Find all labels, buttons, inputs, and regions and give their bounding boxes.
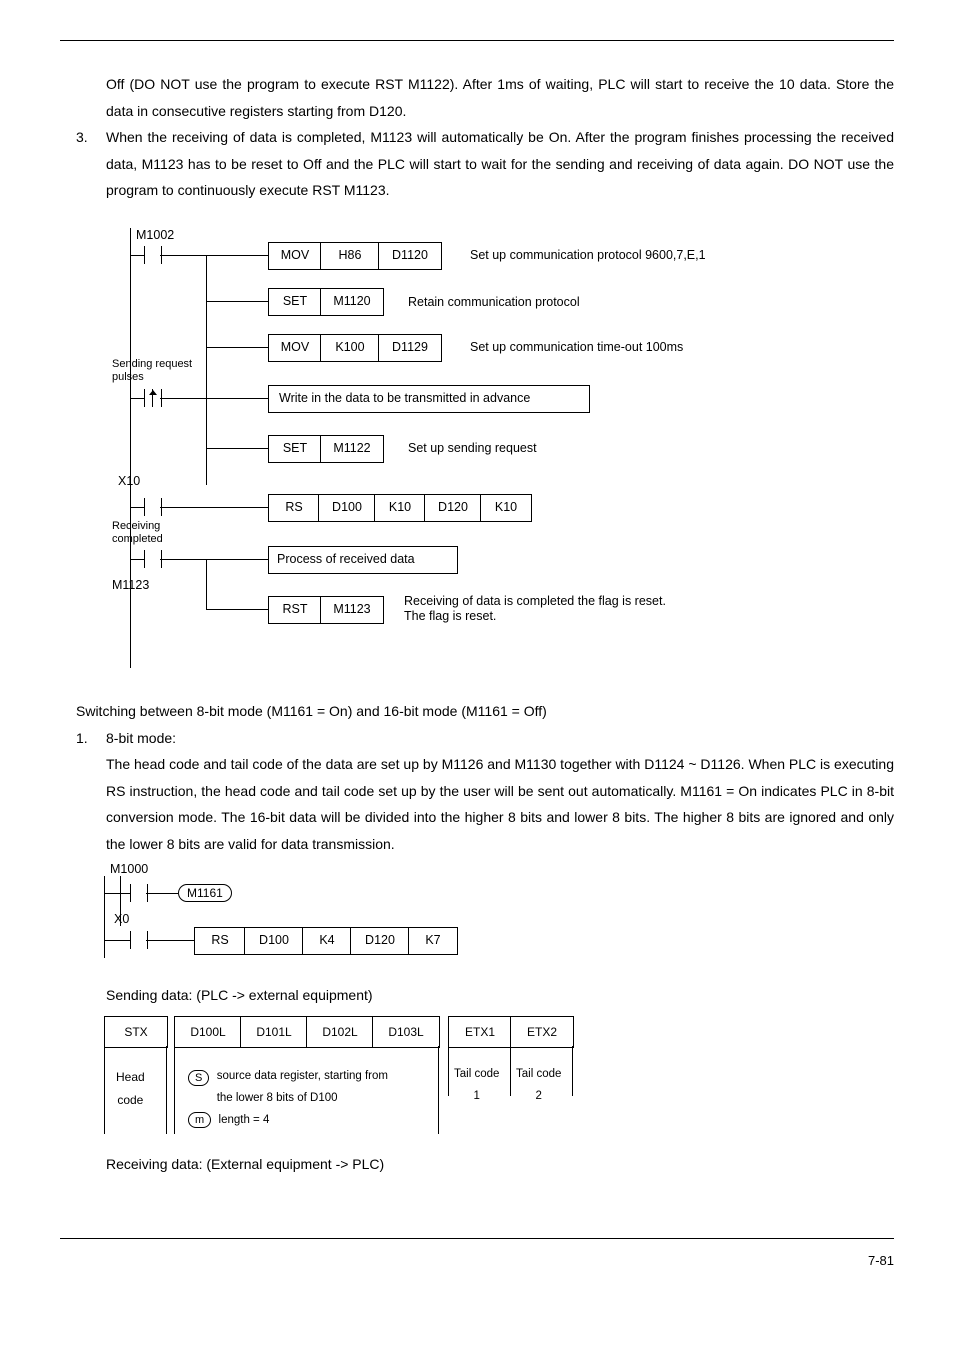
- box-d120: D120: [424, 494, 482, 522]
- coil-m1161: M1161: [178, 884, 232, 902]
- box-m1122: M1122: [320, 435, 384, 463]
- box-mov: MOV: [268, 242, 322, 270]
- switching-heading: Switching between 8-bit mode (M1161 = On…: [76, 698, 894, 725]
- box-set1: SET: [268, 288, 322, 316]
- box-process: Process of received data: [268, 546, 458, 574]
- box-set2: SET: [268, 435, 322, 463]
- label-8bit: 8-bit mode:: [106, 725, 894, 752]
- box2-k4: K4: [302, 927, 352, 955]
- page-number: 7-81: [60, 1249, 894, 1274]
- box-mov2: MOV: [268, 334, 322, 362]
- lbl-c3: Set up communication time-out 100ms: [470, 340, 683, 355]
- lbl-x10: X10: [118, 474, 140, 489]
- cell-d101l: D101L: [240, 1016, 308, 1048]
- item-1: 1. 8-bit mode:: [60, 725, 894, 752]
- capsule-m: m: [188, 1112, 211, 1128]
- box-m1120: M1120: [320, 288, 384, 316]
- lbl-tail1: Tail code 1: [454, 1064, 499, 1108]
- box-rs: RS: [268, 494, 320, 522]
- lbl-m1000: M1000: [110, 862, 148, 877]
- lbl-length: m length = 4: [188, 1108, 269, 1132]
- para-off: Off (DO NOT use the program to execute R…: [106, 71, 894, 124]
- num-1: 1.: [76, 725, 106, 752]
- item-3: 3. When the receiving of data is complet…: [60, 124, 894, 204]
- cell-d102l: D102L: [306, 1016, 374, 1048]
- lbl-sp: Sending request pulses: [112, 358, 192, 384]
- lbl-c2: Retain communication protocol: [408, 295, 580, 310]
- lbl-headcode: Head code: [116, 1066, 145, 1112]
- box-k10a: K10: [374, 494, 426, 522]
- lbl-m1123: M1123: [112, 578, 149, 593]
- sending-title: Sending data: (PLC -> external equipment…: [106, 982, 894, 1009]
- box-d1120: D1120: [378, 242, 442, 270]
- lbl-tail2: Tail code 2: [516, 1064, 561, 1108]
- box-write: Write in the data to be transmitted in a…: [268, 385, 590, 413]
- num-3: 3.: [76, 124, 106, 204]
- receiving-title: Receiving data: (External equipment -> P…: [106, 1151, 894, 1178]
- cell-stx: STX: [104, 1016, 168, 1048]
- cell-etx1: ETX1: [448, 1016, 512, 1048]
- box2-d120: D120: [350, 927, 410, 955]
- lbl-srcdata: S source data register, starting from th…: [188, 1066, 388, 1110]
- cell-d100l: D100L: [174, 1016, 242, 1048]
- box-m1123b: M1123: [320, 596, 384, 624]
- para-3: When the receiving of data is completed,…: [106, 124, 894, 204]
- top-rule: [60, 40, 894, 41]
- lbl-c4: Set up sending request: [408, 441, 537, 456]
- lbl-c1: Set up communication protocol 9600,7,E,1: [470, 248, 706, 263]
- lbl-x0: X0: [114, 912, 129, 927]
- box-k100: K100: [320, 334, 380, 362]
- lbl-m1002: M1002: [136, 228, 174, 243]
- sending-diagram: STX D100L D101L D102L D103L ETX1 ETX2 He…: [104, 1016, 644, 1141]
- capsule-s: S: [188, 1070, 209, 1086]
- ladder-diagram-1: M1002 MOV H86 D1120 Set up communication…: [118, 228, 858, 668]
- bottom-rule: [60, 1238, 894, 1239]
- box-h86: H86: [320, 242, 380, 270]
- cell-etx2: ETX2: [510, 1016, 574, 1048]
- box-rst: RST: [268, 596, 322, 624]
- lbl-c5: Receiving of data is completed the flag …: [404, 594, 666, 624]
- box-d1129: D1129: [378, 334, 442, 362]
- cell-d103l: D103L: [372, 1016, 440, 1048]
- box2-rs: RS: [194, 927, 246, 955]
- box2-k7: K7: [408, 927, 458, 955]
- lbl-rc: Receiving completed: [112, 520, 163, 546]
- box-k10b: K10: [480, 494, 532, 522]
- ladder-diagram-2: M1000 M1161 X0 RS D100 K4 D120 K7: [104, 868, 524, 958]
- box2-d100: D100: [244, 927, 304, 955]
- para-8bit: The head code and tail code of the data …: [106, 751, 894, 857]
- box-d100: D100: [318, 494, 376, 522]
